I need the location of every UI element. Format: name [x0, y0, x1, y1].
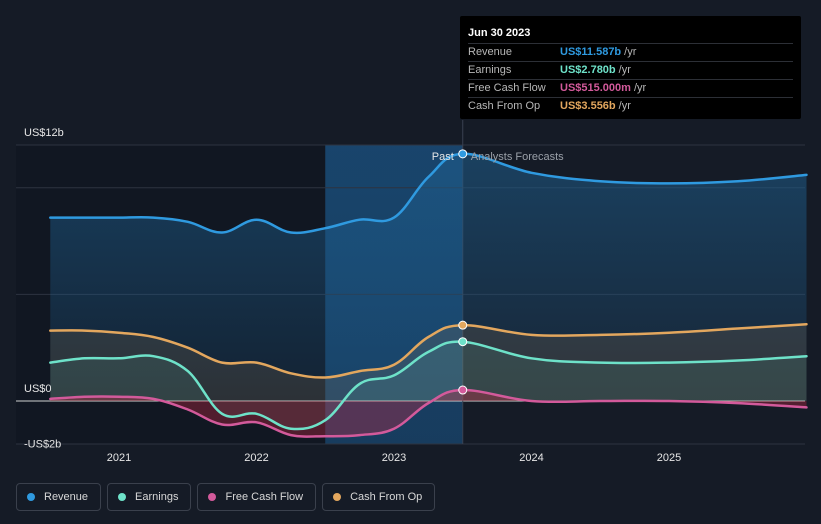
legend-label: Earnings — [135, 491, 179, 503]
forecast-label: Analysts Forecasts — [471, 151, 564, 163]
legend-dot-icon — [27, 493, 35, 501]
x-tick-label: 2024 — [519, 452, 543, 464]
legend-item-cash-from-op[interactable]: Cash From Op — [322, 483, 436, 511]
tooltip-unit: /yr — [618, 100, 631, 112]
tooltip-row-revenue: Revenue US$11.587b /yr — [468, 43, 793, 61]
tooltip: Jun 30 2023 Revenue US$11.587b /yr Earni… — [460, 16, 801, 119]
y-tick-label: US$0 — [24, 383, 52, 395]
line-cash-from-op — [49, 322, 808, 379]
tooltip-value: US$3.556b — [560, 100, 616, 112]
area-cash-from-op — [50, 324, 807, 401]
marker-earnings — [458, 337, 468, 347]
tooltip-row-free-cash-flow: Free Cash Flow US$515.000m /yr — [468, 79, 793, 97]
tooltip-label: Cash From Op — [468, 100, 541, 112]
tooltip-unit: /yr — [633, 82, 647, 94]
tooltip-value: US$11.587b — [560, 46, 622, 58]
legend-dot-icon — [118, 493, 127, 501]
tooltip-value: US$515.000m — [560, 82, 631, 94]
tooltip-value: US$2.780b — [560, 64, 616, 76]
marker-revenue — [458, 149, 468, 159]
area-revenue — [50, 153, 807, 401]
legend-item-earnings[interactable]: Earnings — [107, 483, 192, 511]
marker-free-cash-flow — [458, 385, 468, 395]
x-tick-label: 2021 — [107, 452, 131, 464]
tooltip-unit: /yr — [624, 46, 637, 58]
tooltip-row-earnings: Earnings US$2.780b /yr — [468, 61, 793, 79]
legend-dot-icon — [208, 493, 217, 501]
legend-label: Revenue — [44, 491, 89, 503]
legend: Revenue Earnings Free Cash Flow Cash Fro… — [16, 483, 436, 511]
x-tick-label: 2023 — [382, 452, 406, 464]
legend-item-revenue[interactable]: Revenue — [16, 483, 102, 511]
tooltip-label: Free Cash Flow — [468, 82, 546, 94]
x-tick-label: 2025 — [657, 452, 681, 464]
tooltip-label: Revenue — [468, 46, 513, 58]
y-tick-label: US$12b — [24, 127, 64, 139]
line-revenue — [49, 152, 808, 235]
past-label: Past — [432, 151, 454, 163]
line-free-cash-flow — [49, 388, 808, 438]
x-tick-label: 2022 — [244, 452, 268, 464]
legend-item-free-cash-flow[interactable]: Free Cash Flow — [197, 483, 317, 511]
legend-dot-icon — [333, 493, 342, 501]
legend-label: Cash From Op — [350, 491, 423, 503]
tooltip-label: Earnings — [468, 64, 512, 76]
marker-cash-from-op — [458, 320, 468, 330]
area-free-cash-flow — [50, 389, 807, 437]
tooltip-row-cash-from-op: Cash From Op US$3.556b /yr — [468, 97, 793, 115]
line-earnings — [49, 340, 808, 431]
tooltip-date: Jun 30 2023 — [468, 27, 531, 39]
legend-label: Free Cash Flow — [225, 491, 304, 503]
tooltip-unit: /yr — [618, 64, 631, 76]
y-tick-label: -US$2b — [24, 439, 61, 451]
